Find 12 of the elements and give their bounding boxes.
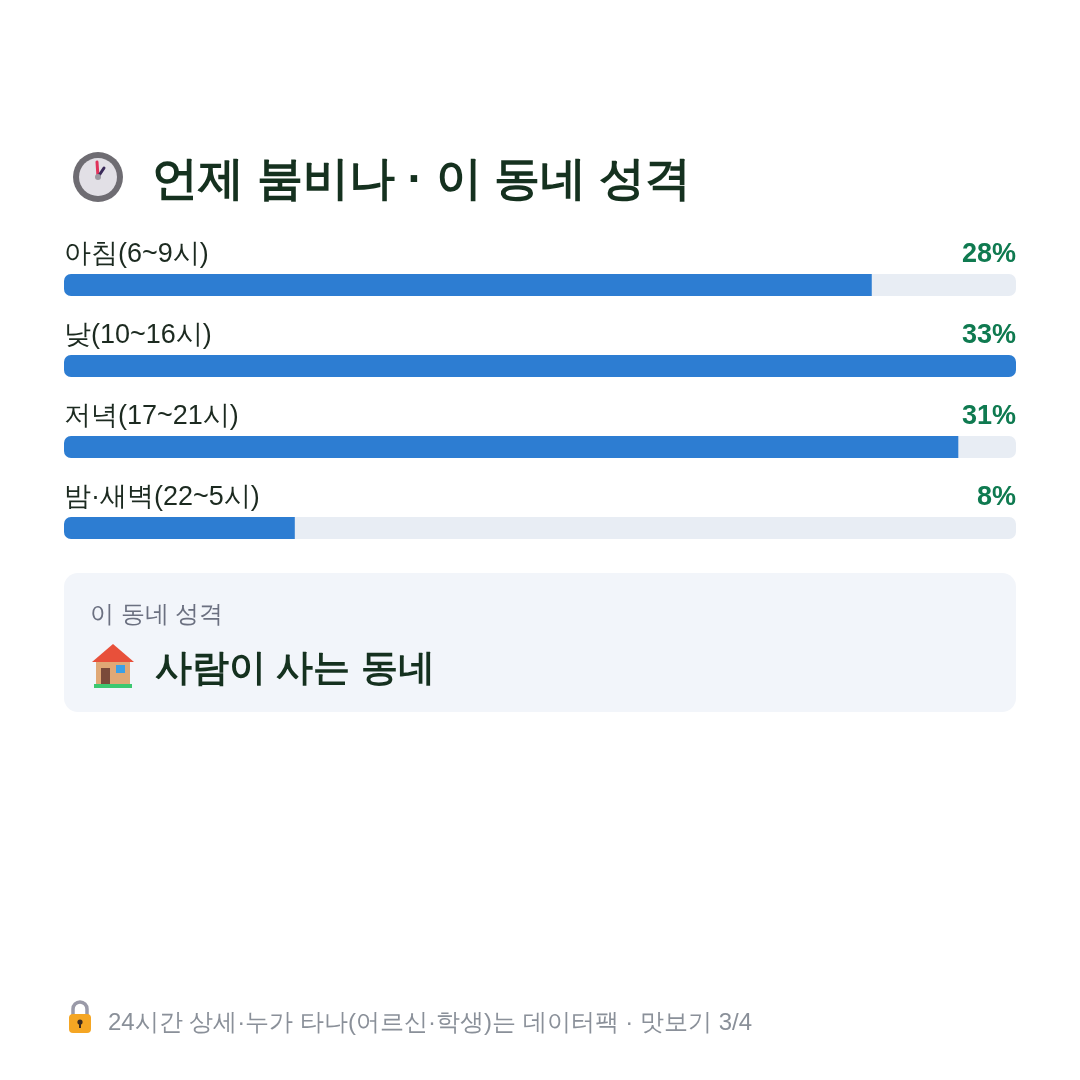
data-label: 33% (961, 319, 1016, 349)
text: 사람이 사는 동네 (155, 647, 435, 688)
data-label: 31% (961, 400, 1016, 430)
text: 이 동네 성격 (90, 600, 224, 627)
data-label: 8% (976, 481, 1016, 511)
chart-title: 언제 붐비나 · 이 동네 성격 (152, 152, 692, 204)
y-tick-label: 아침(6~9시) (64, 238, 209, 268)
text: 24시간 상세·누가 타나(어르신·학생)는 데이터팩 · 맛보기 3/4 (108, 1008, 753, 1035)
data-label: 28% (961, 238, 1016, 268)
y-tick-label: 저녁(17~21시) (64, 400, 239, 430)
y-tick-label: 밤·새벽(22~5시) (64, 481, 260, 511)
y-tick-label: 낮(10~16시) (64, 319, 212, 349)
